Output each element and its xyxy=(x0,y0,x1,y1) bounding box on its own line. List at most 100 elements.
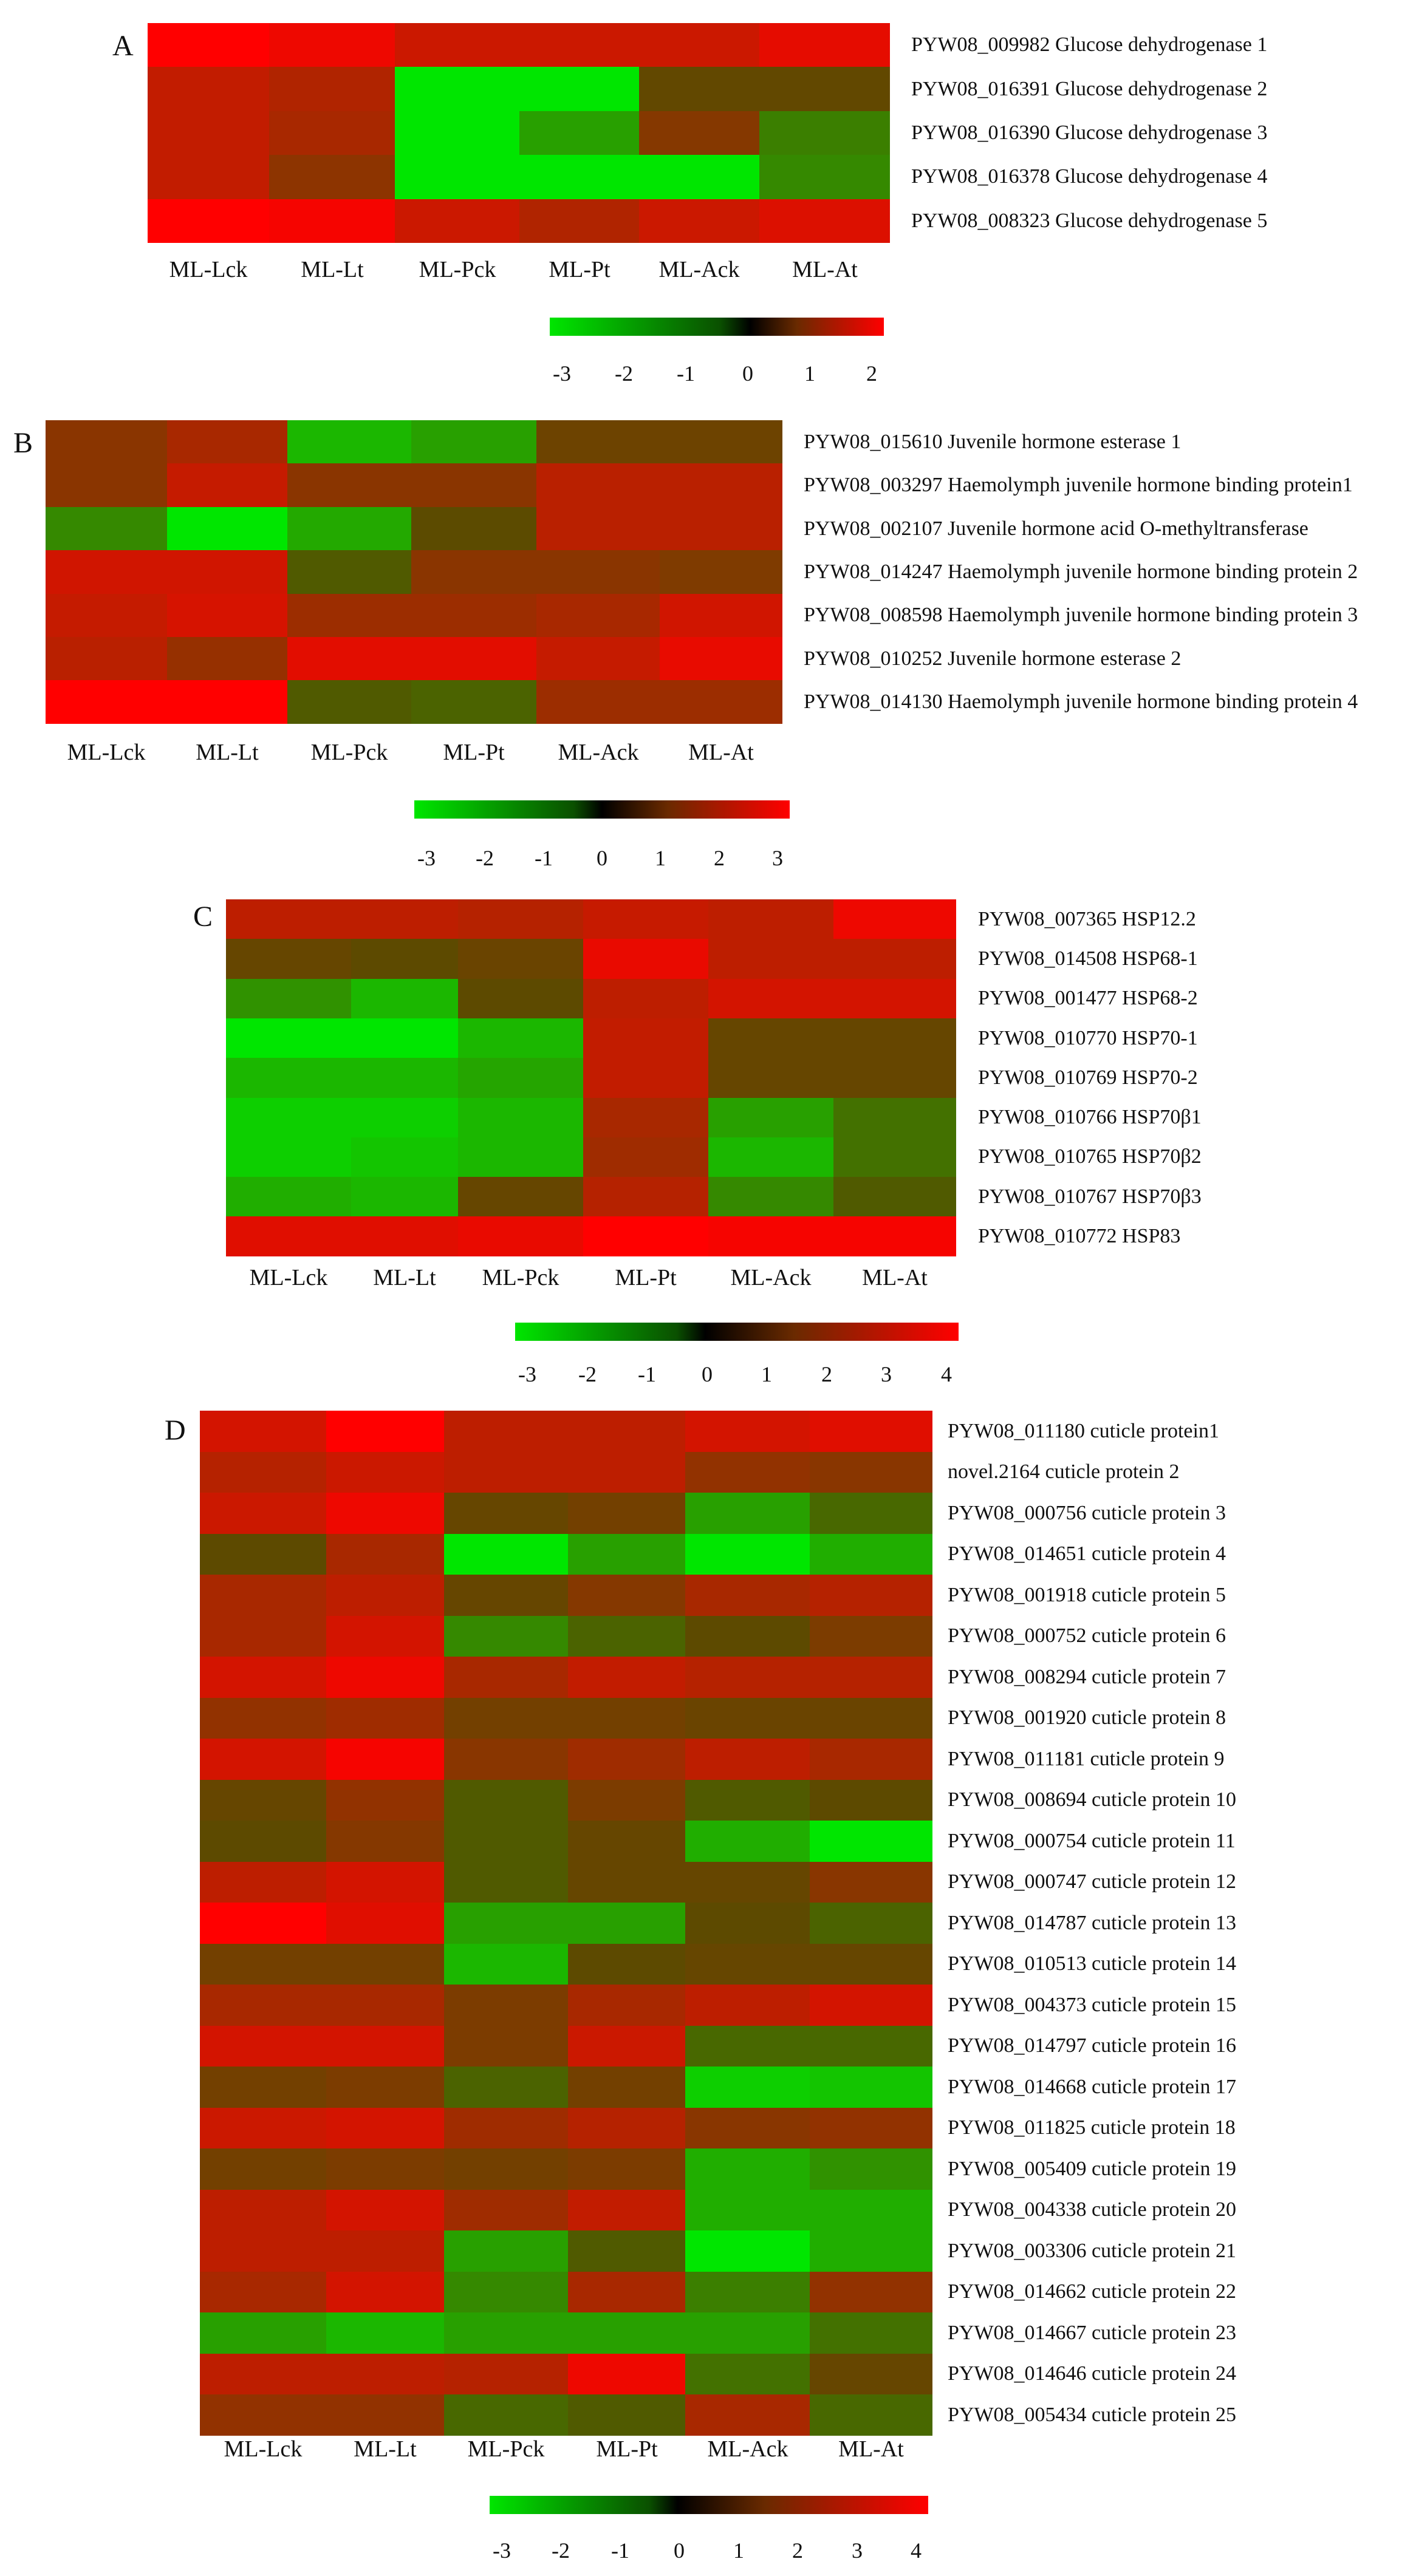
heatmap-cell xyxy=(660,463,782,507)
column-label: ML-Ack xyxy=(707,2436,788,2462)
heatmap-cell xyxy=(395,155,519,199)
heatmap-cell xyxy=(519,111,639,155)
column-label: ML-Pt xyxy=(596,2436,658,2462)
heatmap-cell xyxy=(810,1862,932,1903)
heatmap-cell xyxy=(395,199,519,243)
row-label: PYW08_000747 cuticle protein 12 xyxy=(948,1870,1236,1893)
heatmap-cell xyxy=(458,1216,583,1256)
heatmap-cell xyxy=(200,2354,326,2394)
heatmap-cell xyxy=(536,420,660,463)
heatmap-cell xyxy=(759,155,890,199)
heatmap-cell xyxy=(568,1616,685,1657)
heatmap-cell xyxy=(568,2108,685,2148)
heatmap-cell xyxy=(708,1018,833,1058)
heatmap-cell xyxy=(148,23,269,67)
heatmap-cell xyxy=(200,1616,326,1657)
heatmap-cell xyxy=(458,899,583,939)
heatmap-cell xyxy=(685,2230,810,2272)
heatmap-cell xyxy=(810,2272,932,2312)
heatmap-cell xyxy=(639,67,759,111)
heatmap-cell xyxy=(200,1780,326,1821)
heatmap-cell xyxy=(685,2272,810,2312)
colorbar-tick-label: 1 xyxy=(655,846,666,870)
heatmap-cell xyxy=(444,2272,568,2312)
heatmap-cell xyxy=(167,420,287,463)
heatmap-cell xyxy=(810,1657,932,1698)
heatmap-cell xyxy=(833,1177,956,1216)
heatmap-cell xyxy=(458,939,583,979)
colorbar-tick-label: -2 xyxy=(552,2538,570,2563)
heatmap-cell xyxy=(458,1018,583,1058)
heatmap-cell xyxy=(226,1137,351,1177)
row-label: PYW08_014130 Haemolymph juvenile hormone… xyxy=(804,690,1358,713)
row-label: PYW08_014646 cuticle protein 24 xyxy=(948,2362,1236,2385)
heatmap-cell xyxy=(583,979,708,1018)
heatmap-cell xyxy=(833,1216,956,1256)
heatmap-cell xyxy=(810,2312,932,2354)
heatmap-cell xyxy=(269,155,395,199)
heatmap-cell xyxy=(148,155,269,199)
row-label: PYW08_008694 cuticle protein 10 xyxy=(948,1788,1236,1811)
heatmap-cell xyxy=(326,1698,444,1739)
heatmap-cell xyxy=(810,1452,932,1493)
heatmap-cell xyxy=(148,111,269,155)
column-label: ML-Pt xyxy=(443,740,505,765)
heatmap-cell xyxy=(200,2108,326,2148)
heatmap-cell xyxy=(46,594,167,637)
heatmap-cell xyxy=(568,1944,685,1985)
heatmap-cell xyxy=(200,1534,326,1575)
heatmap-cell xyxy=(395,111,519,155)
heatmap-cell xyxy=(639,23,759,67)
colorbar xyxy=(550,318,884,336)
colorbar-tick-label: 1 xyxy=(761,1362,772,1386)
heatmap-cell xyxy=(568,1862,685,1903)
column-label: ML-At xyxy=(862,1265,928,1290)
heatmap-cell xyxy=(810,2148,932,2190)
heatmap-cell xyxy=(810,1821,932,1862)
heatmap-cell xyxy=(685,1862,810,1903)
heatmap-cell xyxy=(685,1534,810,1575)
column-label: ML-Lck xyxy=(67,740,146,765)
heatmap-cell xyxy=(568,2148,685,2190)
heatmap-cell xyxy=(810,1575,932,1616)
heatmap-cell xyxy=(685,2190,810,2230)
row-label: PYW08_005434 cuticle protein 25 xyxy=(948,2404,1236,2426)
heatmap-cell xyxy=(226,939,351,979)
colorbar-tick-label: -2 xyxy=(578,1362,597,1386)
heatmap-cell xyxy=(411,680,536,724)
heatmap-cell xyxy=(326,2026,444,2067)
heatmap-cell xyxy=(568,1985,685,2026)
heatmap-cell xyxy=(167,637,287,680)
heatmap-cell xyxy=(444,1985,568,2026)
heatmap-cell xyxy=(759,23,890,67)
heatmap-cell xyxy=(167,507,287,550)
heatmap-cell xyxy=(444,1862,568,1903)
heatmap-cell xyxy=(568,1493,685,1534)
heatmap-cell xyxy=(519,155,639,199)
heatmap-cell xyxy=(458,1137,583,1177)
heatmap-cell xyxy=(833,1137,956,1177)
heatmap-cell xyxy=(200,1575,326,1616)
heatmap-cell xyxy=(395,67,519,111)
heatmap-cell xyxy=(226,1018,351,1058)
heatmap-cell xyxy=(536,594,660,637)
heatmap-cell xyxy=(326,1493,444,1534)
heatmap-cell xyxy=(568,2394,685,2436)
heatmap-cell xyxy=(685,2026,810,2067)
colorbar-tick-label: 3 xyxy=(852,2538,863,2563)
colorbar-tick-label: 3 xyxy=(772,846,783,870)
heatmap-cell xyxy=(568,1780,685,1821)
heatmap-cell xyxy=(568,2312,685,2354)
heatmap-cell xyxy=(639,111,759,155)
heatmap-cell xyxy=(326,1903,444,1944)
panel-label-c: C xyxy=(193,901,213,933)
heatmap-cell xyxy=(685,2312,810,2354)
heatmap-cell xyxy=(568,1739,685,1780)
heatmap-cell xyxy=(269,199,395,243)
heatmap-cell xyxy=(351,899,458,939)
heatmap-cell xyxy=(685,1944,810,1985)
colorbar-tick-label: -1 xyxy=(638,1362,656,1386)
heatmap-cell xyxy=(568,1452,685,1493)
column-label: ML-Lck xyxy=(249,1265,328,1290)
heatmap-cell xyxy=(519,67,639,111)
